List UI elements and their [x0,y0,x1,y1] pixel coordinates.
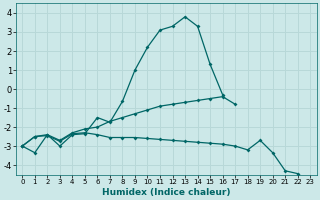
X-axis label: Humidex (Indice chaleur): Humidex (Indice chaleur) [102,188,230,197]
